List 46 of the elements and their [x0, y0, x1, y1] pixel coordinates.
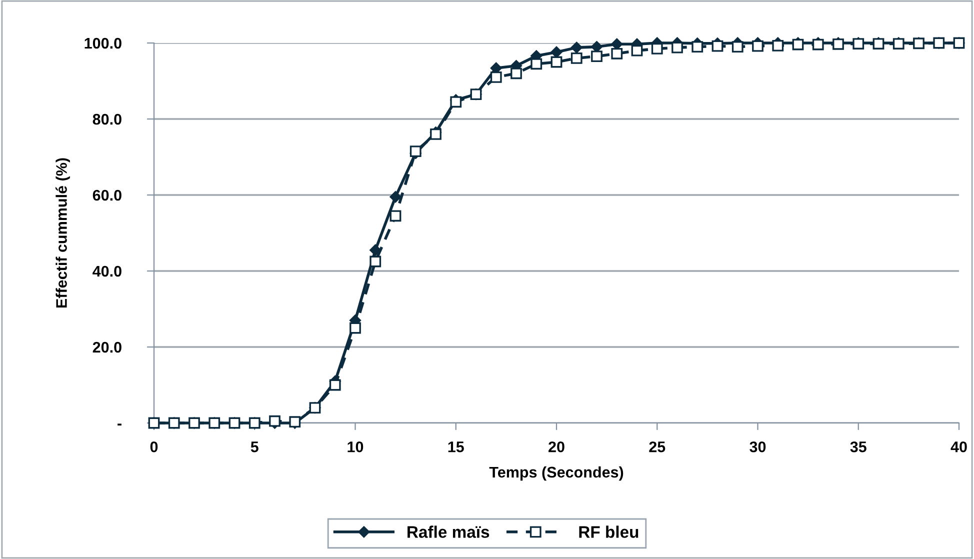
point [611, 48, 623, 60]
x-tick-label: 35 [850, 441, 866, 452]
point [752, 40, 764, 52]
point [672, 42, 683, 54]
x-tick-label: 0 [150, 441, 158, 452]
point [550, 56, 562, 68]
point [350, 322, 361, 334]
x-tick-label: 30 [750, 441, 766, 452]
point [390, 191, 402, 203]
legend-label: RF bleu [579, 526, 638, 538]
point [570, 52, 582, 64]
point [530, 58, 542, 70]
point [450, 96, 462, 108]
point [692, 41, 704, 52]
y-tick-label: 100.0 [84, 38, 122, 49]
point [772, 40, 784, 52]
x-tick-label: 40 [950, 441, 967, 452]
x-tick-label: 15 [448, 442, 464, 452]
point [490, 72, 502, 83]
y-axis-title: Effectif cummulé (%) [56, 158, 70, 308]
point [570, 42, 582, 54]
y-tick-label: 60.0 [92, 190, 122, 201]
point [550, 46, 562, 58]
point [591, 50, 602, 62]
point [390, 210, 402, 222]
point [651, 43, 663, 54]
x-axis-title: Temps (Secondes) [489, 466, 624, 481]
y-tick-label: 20.0 [92, 342, 122, 353]
x-tick-label: 10 [348, 441, 364, 452]
point [712, 40, 724, 52]
point [410, 146, 422, 157]
point [269, 415, 280, 427]
legend-label: Rafle maïs [408, 526, 490, 538]
point [510, 68, 522, 80]
y-tick-label: - [118, 424, 122, 426]
point [631, 44, 643, 56]
y-tick-label: 80.0 [92, 114, 122, 125]
point [329, 379, 341, 391]
x-tick-label: 25 [649, 441, 666, 452]
point [732, 41, 744, 52]
point [430, 128, 442, 140]
x-tick-label: 20 [548, 441, 564, 452]
point [370, 244, 382, 256]
x-tick-label: 5 [250, 442, 258, 452]
point [370, 256, 382, 268]
y-tick-label: 40.0 [92, 266, 122, 277]
